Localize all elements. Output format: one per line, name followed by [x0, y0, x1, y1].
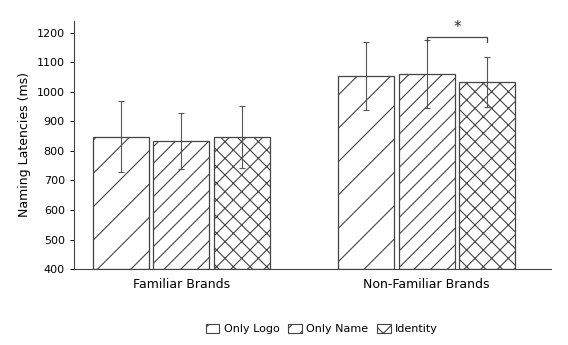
Text: Familiar Brands: Familiar Brands	[133, 278, 230, 291]
Bar	[93, 137, 149, 269]
Bar	[214, 137, 270, 269]
Bar	[399, 74, 455, 269]
Text: Non-Familiar Brands: Non-Familiar Brands	[364, 278, 490, 291]
Legend: Only Logo, Only Name, Identity: Only Logo, Only Name, Identity	[202, 319, 442, 339]
Bar	[459, 82, 515, 269]
Text: *: *	[453, 20, 461, 36]
Y-axis label: Naming Latencies (ms): Naming Latencies (ms)	[18, 72, 31, 217]
Bar	[153, 141, 210, 269]
Bar	[338, 76, 394, 269]
